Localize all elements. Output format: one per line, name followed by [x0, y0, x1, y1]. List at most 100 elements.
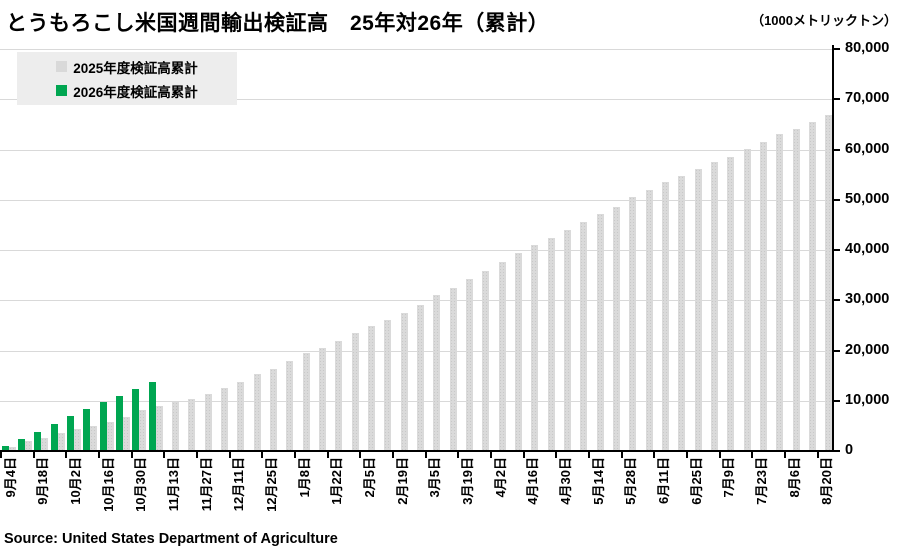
bar-2025 [8, 446, 16, 451]
x-axis-tick [261, 452, 264, 458]
bar-2025 [351, 333, 359, 451]
bar-2025 [368, 326, 375, 451]
y-axis-tick [834, 48, 840, 50]
x-axis-label: 4月30日 [557, 457, 573, 505]
legend-item-label: 2026年度検証高累計 [73, 84, 198, 100]
legend: 2025年度検証高累計 2026年度検証高累計 [17, 52, 237, 105]
bar-2025 [449, 288, 457, 451]
bar-2025 [90, 426, 98, 451]
x-axis-tick [424, 452, 427, 458]
x-axis-tick [457, 452, 460, 458]
bar-2025 [792, 129, 800, 451]
x-axis-label: 6月25日 [688, 457, 704, 505]
y-axis-label: 0 [845, 442, 854, 458]
bar-2025 [25, 441, 32, 451]
y-axis-label: 80,000 [845, 40, 890, 56]
bar-2025 [253, 374, 261, 451]
bar-2025 [564, 229, 571, 451]
bar-2026 [99, 402, 107, 451]
x-axis-tick [751, 452, 754, 458]
bar-2025 [694, 168, 702, 451]
x-axis-label: 5月28日 [623, 457, 639, 505]
bar-2026 [50, 424, 58, 451]
bar-2025 [727, 156, 735, 451]
gridline [0, 300, 833, 302]
x-axis-label: 3月5日 [427, 457, 443, 498]
x-axis-tick [130, 452, 133, 458]
bar-2026 [115, 395, 123, 451]
bar-2025 [613, 206, 620, 451]
bar-2025 [139, 410, 147, 451]
x-axis-tick [653, 452, 656, 458]
x-axis-tick [522, 452, 525, 458]
x-axis-tick [718, 452, 721, 458]
x-axis-label: 10月16日 [100, 457, 116, 512]
x-axis-label: 4月2日 [492, 457, 508, 498]
x-axis-label: 9月4日 [2, 457, 18, 498]
bar-2025 [678, 176, 686, 451]
plot-area [0, 49, 833, 451]
x-axis-label: 10月2日 [67, 457, 83, 505]
bar-2025 [433, 294, 441, 451]
bar-2025 [760, 141, 767, 451]
x-axis-tick [392, 452, 394, 458]
y-axis-label: 30,000 [845, 291, 890, 308]
bar-2025 [221, 388, 228, 451]
bar-2025 [286, 361, 294, 451]
bar-2025 [825, 115, 833, 451]
bar-2025 [319, 347, 326, 451]
gridline [0, 199, 833, 201]
x-axis-tick [98, 452, 100, 458]
x-axis-label: 1月8日 [296, 457, 312, 498]
gridline [0, 350, 833, 352]
x-axis-tick [784, 452, 786, 458]
bar-2025 [596, 214, 604, 451]
x-axis-label: 10月30日 [133, 457, 149, 512]
bar-2025 [809, 122, 816, 451]
x-axis-tick [326, 452, 329, 458]
chart-title: とうもろこし米国週間輸出検証高 25年対26年（累計） [6, 12, 550, 35]
y-axis-line [832, 45, 834, 452]
x-axis-label: 11月13日 [165, 457, 181, 512]
y-axis-label: 40,000 [845, 241, 890, 257]
x-axis-label: 11月27日 [198, 457, 214, 512]
x-axis-label: 5月14日 [590, 457, 606, 505]
x-axis-tick [359, 452, 362, 458]
legend-item: 2026年度検証高累計 [17, 81, 237, 101]
x-axis-tick [686, 452, 688, 458]
bar-2025 [743, 148, 751, 451]
x-axis-tick [163, 452, 166, 458]
bar-2025 [204, 394, 212, 451]
bar-2025 [172, 402, 179, 451]
x-axis-label: 4月16日 [525, 457, 541, 505]
y-axis-tick [834, 450, 840, 452]
bar-2025 [237, 382, 245, 451]
bar-2025 [662, 182, 669, 451]
y-axis-tick [834, 249, 840, 251]
x-axis-label: 9月18日 [35, 457, 51, 505]
bar-2025 [57, 433, 65, 451]
x-axis-tick [228, 452, 231, 458]
bar-2025 [711, 162, 718, 451]
legend-swatch-icon [56, 61, 68, 72]
y-axis-label: 20,000 [845, 341, 890, 358]
x-axis-label: 2月5日 [361, 457, 377, 498]
legend-item: 2025年度検証高累計 [17, 57, 237, 77]
y-axis-tick [834, 98, 840, 101]
bar-2025 [531, 244, 539, 451]
y-axis-tick [834, 399, 840, 402]
bar-2025 [482, 271, 490, 451]
y-axis-label: 10,000 [845, 391, 890, 408]
bar-2025 [776, 134, 784, 451]
legend-swatch-icon [56, 85, 68, 96]
gridline [0, 400, 833, 402]
source-note: Source: United States Department of Agri… [4, 531, 338, 547]
x-axis-tick [588, 452, 590, 458]
x-axis-tick [196, 452, 198, 458]
gridline [0, 250, 833, 251]
bar-2026 [148, 381, 156, 451]
x-axis-tick [620, 452, 623, 458]
bar-2025 [417, 304, 424, 451]
x-axis-label: 12月25日 [263, 457, 279, 512]
x-axis-line [0, 450, 834, 452]
